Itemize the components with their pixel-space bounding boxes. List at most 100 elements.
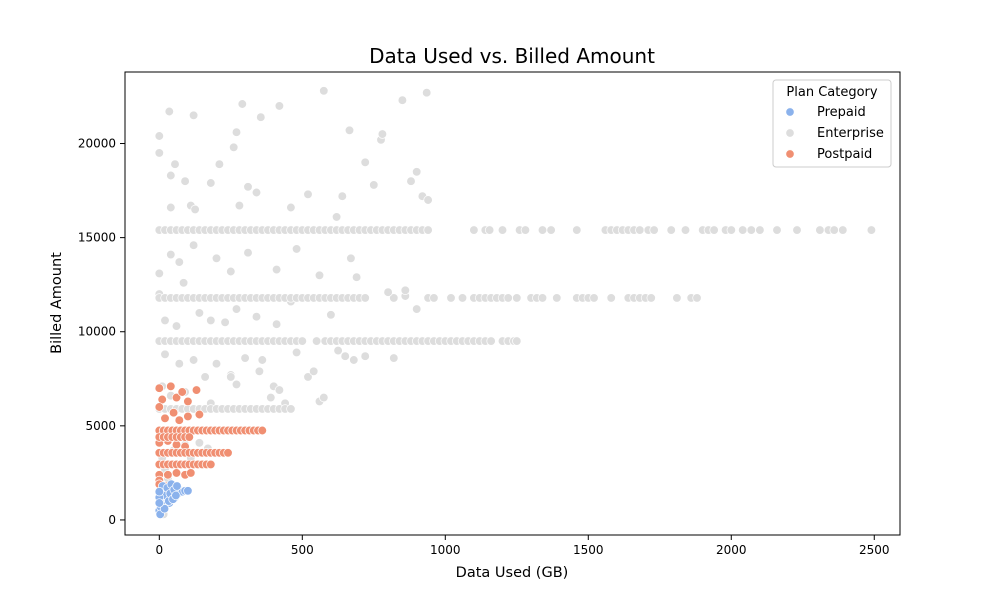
data-point — [377, 129, 388, 139]
data-point — [286, 404, 296, 414]
data-point — [256, 112, 266, 122]
data-point — [159, 504, 170, 514]
data-point — [309, 366, 319, 376]
data-point — [178, 278, 189, 288]
legend-frame — [772, 79, 892, 168]
data-point — [171, 392, 182, 403]
data-point — [168, 408, 179, 418]
data-point — [646, 293, 656, 303]
data-point — [231, 127, 242, 137]
data-point — [360, 157, 370, 167]
data-point — [164, 106, 174, 117]
data-point — [229, 142, 239, 152]
legend-marker-prepaid — [785, 107, 795, 117]
data-point — [206, 459, 216, 470]
data-point — [412, 304, 422, 314]
data-point — [446, 293, 456, 303]
data-point — [160, 413, 170, 423]
data-point — [772, 225, 782, 235]
x-tick-label: 2500 — [859, 543, 890, 557]
data-point — [180, 176, 190, 186]
data-point — [243, 248, 253, 258]
series-prepaid — [154, 479, 193, 519]
data-point — [726, 225, 736, 235]
data-point — [166, 249, 176, 260]
data-point — [226, 372, 236, 382]
x-tick-label: 1500 — [573, 543, 604, 557]
data-point — [792, 225, 802, 235]
data-point — [171, 321, 182, 331]
data-point — [337, 191, 347, 201]
data-point — [154, 383, 164, 393]
data-point — [389, 353, 399, 363]
data-point — [351, 272, 362, 282]
data-point — [503, 293, 513, 303]
data-point — [360, 293, 370, 303]
y-tick-label: 20000 — [78, 137, 116, 151]
data-point — [194, 409, 205, 420]
data-point — [160, 315, 170, 326]
data-point — [314, 270, 325, 280]
data-point — [274, 385, 285, 395]
data-point — [666, 225, 676, 235]
data-point — [635, 225, 645, 235]
data-point — [183, 396, 193, 407]
data-point — [206, 178, 216, 188]
data-point — [423, 195, 433, 205]
data-point — [171, 490, 181, 501]
data-point — [303, 372, 313, 382]
data-point — [326, 310, 336, 320]
data-point — [319, 86, 329, 96]
data-point — [412, 167, 422, 177]
data-point — [709, 225, 719, 235]
data-point — [266, 392, 276, 403]
data-point — [291, 347, 302, 358]
data-point — [243, 182, 253, 192]
y-axis-label: Billed Amount — [49, 252, 65, 354]
data-point — [422, 88, 432, 98]
data-point — [154, 498, 164, 508]
data-point — [838, 225, 848, 235]
y-tick-label: 0 — [108, 513, 116, 527]
data-point — [190, 204, 200, 215]
plot-area — [125, 72, 900, 535]
data-point — [815, 225, 825, 235]
x-tick-label: 1000 — [430, 543, 461, 557]
legend: Plan Category Prepaid Enterprise Postpai… — [772, 79, 892, 168]
data-point — [829, 225, 839, 235]
data-point — [166, 202, 176, 213]
data-point — [174, 257, 184, 267]
series-enterprise — [154, 86, 877, 519]
data-point — [154, 268, 164, 279]
data-point — [297, 336, 307, 346]
data-point — [692, 293, 702, 303]
y-tick-label: 5000 — [85, 419, 116, 433]
data-point — [537, 225, 548, 235]
data-point — [469, 225, 479, 235]
data-point — [286, 202, 296, 213]
data-point — [274, 101, 285, 111]
data-point — [188, 240, 199, 250]
data-point — [397, 95, 408, 105]
data-point — [271, 264, 282, 275]
data-point — [552, 293, 562, 303]
data-point — [331, 212, 342, 222]
chart-title: Data Used vs. Billed Amount — [369, 44, 655, 68]
data-point — [194, 438, 205, 448]
data-point — [251, 312, 262, 322]
data-point — [188, 110, 199, 120]
data-point — [154, 402, 164, 412]
data-point — [163, 470, 173, 480]
data-point — [311, 336, 322, 346]
data-point — [349, 355, 359, 365]
data-point — [170, 159, 180, 169]
x-axis-label: Data Used (GB) — [456, 565, 569, 581]
data-point — [257, 425, 267, 436]
data-point — [223, 448, 233, 458]
data-point — [369, 180, 379, 190]
data-point — [171, 468, 182, 478]
data-point — [220, 317, 230, 327]
data-point — [383, 287, 393, 297]
data-point — [406, 176, 416, 186]
